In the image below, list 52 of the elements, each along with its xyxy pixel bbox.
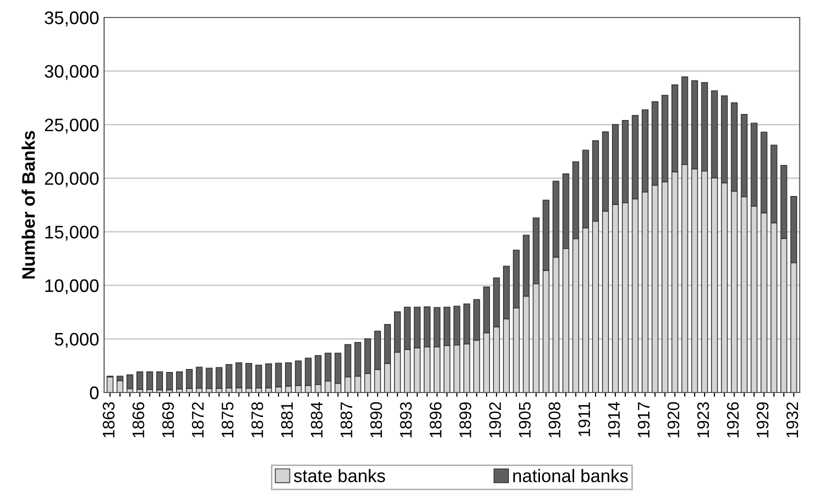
x-tick-label: 1866 <box>132 402 144 438</box>
x-tick-label: 1917 <box>638 402 650 438</box>
legend-label: state banks <box>294 468 386 482</box>
bar <box>235 362 242 388</box>
x-tick-label: 1911 <box>578 402 590 436</box>
x-tick-label: 1926 <box>726 402 739 438</box>
x-tick-label: 1929 <box>756 402 768 438</box>
bar <box>126 374 134 390</box>
bar <box>116 380 124 392</box>
y-tick-label: 15,000 <box>45 226 99 241</box>
y-tick-label: 25,000 <box>44 118 99 134</box>
x-tick-label: 1896 <box>430 402 442 438</box>
y-tick-label: 20,000 <box>44 172 99 188</box>
bar <box>216 367 222 389</box>
x-tick-label: 1890 <box>370 402 382 438</box>
bar <box>206 368 213 390</box>
bar <box>136 371 144 390</box>
y-tick-label: 35,000 <box>44 11 99 26</box>
bar <box>255 364 262 388</box>
x-tick-label: 1893 <box>400 402 412 438</box>
bar <box>265 363 272 388</box>
y-tick-label: 30,000 <box>44 65 99 80</box>
x-tick-label: 1881 <box>281 402 293 438</box>
legend-label: national banks <box>513 468 628 482</box>
x-tick-label: 1908 <box>548 402 560 438</box>
bar <box>196 366 203 389</box>
x-tick-label: 1884 <box>310 402 323 438</box>
x-tick-label: 1878 <box>251 402 264 438</box>
bar <box>106 376 114 392</box>
x-tick-label: 1869 <box>162 402 174 438</box>
y-axis-title: Number of Banks <box>22 130 35 279</box>
x-tick-label: 1914 <box>608 402 620 438</box>
y-tick-label: 0 <box>90 386 99 400</box>
x-tick-label: 1872 <box>192 402 204 438</box>
x-tick-label: 1932 <box>786 402 798 438</box>
x-tick-label: 1863 <box>102 402 115 438</box>
x-tick-label: 1902 <box>489 402 501 438</box>
bar <box>186 369 193 389</box>
x-tick-label: 1887 <box>340 402 352 438</box>
bar <box>176 371 183 390</box>
y-tick-label: 10,000 <box>45 279 99 294</box>
bar <box>226 364 232 388</box>
x-tick-label: 1920 <box>668 402 680 438</box>
y-tick-label: 5,000 <box>54 332 99 348</box>
x-tick-label: 1875 <box>222 402 234 438</box>
bar <box>166 372 173 390</box>
x-tick-label: 1899 <box>459 402 472 438</box>
bar <box>146 371 154 390</box>
x-tick-label: 1923 <box>697 402 710 438</box>
bar <box>156 371 164 390</box>
x-tick-label: 1905 <box>518 402 531 438</box>
bar <box>245 363 252 389</box>
